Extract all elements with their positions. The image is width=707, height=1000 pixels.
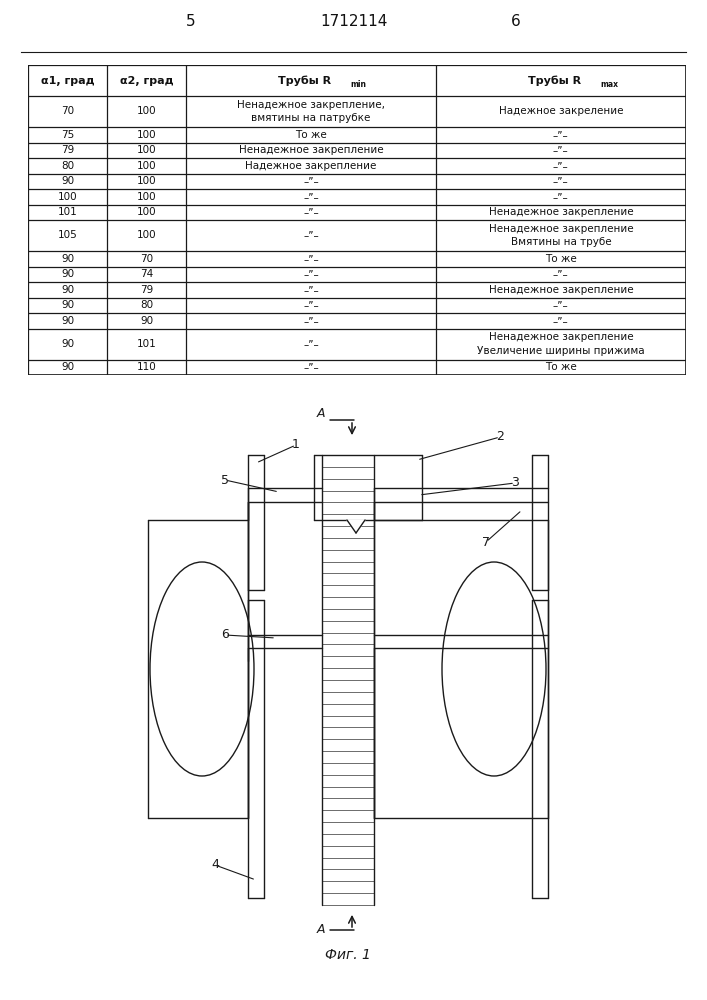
Text: Надежное закрепление: Надежное закрепление <box>245 161 377 171</box>
Text: –”–: –”– <box>553 130 568 140</box>
Text: 1712114: 1712114 <box>320 14 387 29</box>
Text: 70: 70 <box>62 106 74 116</box>
Text: –”–: –”– <box>303 300 319 310</box>
Text: 110: 110 <box>136 362 156 372</box>
Text: 70: 70 <box>140 254 153 264</box>
Text: 90: 90 <box>62 269 74 279</box>
Text: 6: 6 <box>221 629 229 642</box>
Text: 3: 3 <box>511 477 519 489</box>
Text: Ненадежное закрепление,: Ненадежное закрепление, <box>237 100 385 110</box>
Text: 100: 100 <box>137 231 156 240</box>
Text: –”–: –”– <box>303 254 319 264</box>
Text: 90: 90 <box>62 316 74 326</box>
Text: α2, град: α2, град <box>119 76 173 86</box>
Text: 100: 100 <box>137 145 156 155</box>
Text: –”–: –”– <box>303 269 319 279</box>
Text: 100: 100 <box>137 106 156 116</box>
Text: Трубы R: Трубы R <box>278 75 331 86</box>
Text: Трубы R: Трубы R <box>527 75 581 86</box>
Text: –”–: –”– <box>553 192 568 202</box>
Text: 105: 105 <box>58 231 78 240</box>
Text: То же: То же <box>545 362 577 372</box>
Text: 2: 2 <box>496 430 504 444</box>
Text: –”–: –”– <box>553 145 568 155</box>
Text: –”–: –”– <box>303 192 319 202</box>
Text: Фиг. 1: Фиг. 1 <box>325 948 371 962</box>
Text: 100: 100 <box>58 192 78 202</box>
Text: –”–: –”– <box>303 207 319 217</box>
Text: 80: 80 <box>140 300 153 310</box>
Text: 90: 90 <box>62 300 74 310</box>
Text: max: max <box>600 80 619 89</box>
Text: 90: 90 <box>62 254 74 264</box>
Text: 6: 6 <box>511 14 521 29</box>
Text: 90: 90 <box>140 316 153 326</box>
Text: α1, град: α1, град <box>41 76 95 86</box>
Text: 75: 75 <box>61 130 74 140</box>
Text: 7: 7 <box>482 536 490 548</box>
Text: 90: 90 <box>62 285 74 295</box>
Text: 74: 74 <box>140 269 153 279</box>
Text: А: А <box>317 923 325 936</box>
Text: 90: 90 <box>62 176 74 186</box>
Text: То же: То же <box>545 254 577 264</box>
Text: 101: 101 <box>136 339 156 349</box>
Polygon shape <box>347 520 365 533</box>
Text: –”–: –”– <box>553 269 568 279</box>
Text: –”–: –”– <box>303 316 319 326</box>
Text: 4: 4 <box>211 858 219 871</box>
Text: –”–: –”– <box>553 316 568 326</box>
Text: –”–: –”– <box>303 231 319 240</box>
Text: min: min <box>351 80 366 89</box>
Text: 5: 5 <box>221 474 229 487</box>
Text: –”–: –”– <box>303 176 319 186</box>
Text: Вмятины на трубе: Вмятины на трубе <box>510 237 611 247</box>
Text: То же: То же <box>295 130 327 140</box>
Text: –”–: –”– <box>553 176 568 186</box>
Text: вмятины на патрубке: вмятины на патрубке <box>251 113 370 123</box>
Text: 79: 79 <box>140 285 153 295</box>
Text: 5: 5 <box>186 14 196 29</box>
Text: 100: 100 <box>137 176 156 186</box>
Text: 100: 100 <box>137 161 156 171</box>
Text: Ненадежное закрепление: Ненадежное закрепление <box>239 145 383 155</box>
Text: Ненадежное закрепление: Ненадежное закрепление <box>489 207 633 217</box>
Text: Ненадежное закрепление: Ненадежное закрепление <box>489 224 633 234</box>
Text: А: А <box>317 407 325 420</box>
Text: Надежное закреление: Надежное закреление <box>498 106 623 116</box>
Text: 100: 100 <box>137 207 156 217</box>
Text: 79: 79 <box>61 145 74 155</box>
Text: –”–: –”– <box>553 300 568 310</box>
Text: 101: 101 <box>58 207 78 217</box>
Text: 90: 90 <box>62 339 74 349</box>
Text: 80: 80 <box>62 161 74 171</box>
Text: 100: 100 <box>137 130 156 140</box>
Text: –”–: –”– <box>303 285 319 295</box>
Text: Ненадежное закрепление: Ненадежное закрепление <box>489 285 633 295</box>
Text: –”–: –”– <box>303 339 319 349</box>
Text: 1: 1 <box>292 438 300 452</box>
Text: –”–: –”– <box>303 362 319 372</box>
Text: Увеличение ширины прижима: Увеличение ширины прижима <box>477 346 645 356</box>
Text: 100: 100 <box>137 192 156 202</box>
Text: 90: 90 <box>62 362 74 372</box>
Text: –”–: –”– <box>553 161 568 171</box>
Text: Ненадежное закрепление: Ненадежное закрепление <box>489 332 633 342</box>
